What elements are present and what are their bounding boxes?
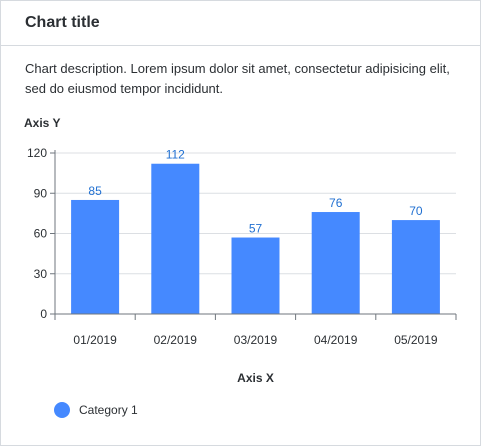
bar[interactable] <box>71 199 120 314</box>
data-label: 70 <box>409 204 423 218</box>
x-tick-label: 04/2019 <box>314 333 358 347</box>
legend-swatch-category-1[interactable] <box>54 402 70 418</box>
data-label: 76 <box>329 196 343 210</box>
legend-label-category-1[interactable]: Category 1 <box>79 403 138 417</box>
data-label: 112 <box>166 148 185 162</box>
x-axis-title: Axis X <box>237 371 274 385</box>
data-label: 57 <box>249 222 263 236</box>
bar[interactable] <box>231 237 280 314</box>
chart-title: Chart title <box>25 14 100 31</box>
y-tick-label: 120 <box>27 146 47 160</box>
y-tick-label: 30 <box>34 267 48 281</box>
chart-description: Chart description. Lorem ipsum dolor sit… <box>25 61 450 96</box>
card-header: Chart title <box>1 1 480 46</box>
bar[interactable] <box>391 220 440 314</box>
data-label: 85 <box>88 184 102 198</box>
x-tick-label: 03/2019 <box>234 333 278 347</box>
legend: Category 1 <box>54 402 138 418</box>
bar[interactable] <box>311 212 360 314</box>
x-tick-label: 01/2019 <box>73 333 117 347</box>
y-axis-title: Axis Y <box>24 116 61 130</box>
x-tick-label: 02/2019 <box>154 333 198 347</box>
y-tick-label: 0 <box>40 307 47 321</box>
bar[interactable] <box>151 163 200 314</box>
x-tick-label: 05/2019 <box>394 333 438 347</box>
y-tick-label: 90 <box>34 186 48 200</box>
y-tick-label: 60 <box>34 227 48 241</box>
